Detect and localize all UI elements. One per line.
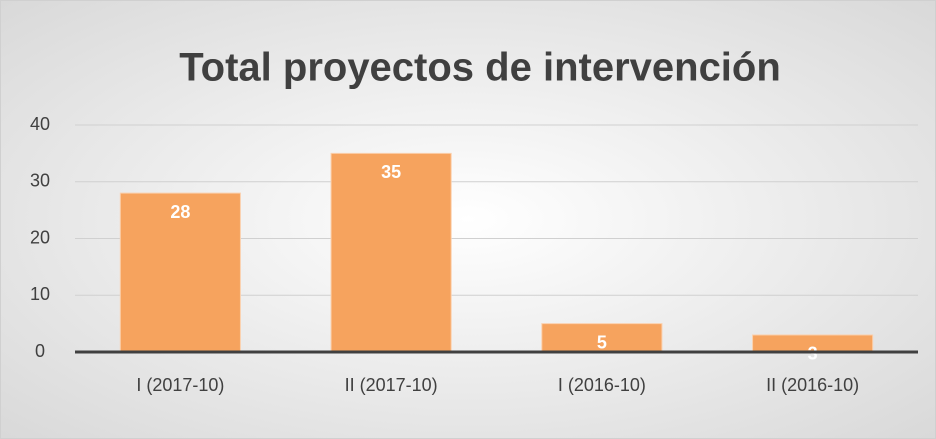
y-tick-label: 40 [30, 114, 50, 134]
x-tick-label: I (2017-10) [136, 375, 224, 395]
data-label: 5 [597, 332, 607, 352]
y-tick-label: 10 [30, 284, 50, 304]
bar [330, 152, 452, 353]
x-tick-label: II (2016-10) [766, 375, 859, 395]
data-label: 35 [381, 162, 401, 182]
data-label: 3 [808, 344, 818, 364]
y-tick-label: 0 [35, 341, 45, 361]
chart-title: Total proyectos de intervención [179, 46, 781, 90]
y-tick-label: 20 [30, 227, 50, 247]
data-label: 28 [170, 202, 190, 222]
x-tick-label: II (2017-10) [345, 375, 438, 395]
bar [541, 323, 663, 353]
x-tick-label: I (2016-10) [558, 375, 646, 395]
y-tick-label: 30 [30, 171, 50, 191]
